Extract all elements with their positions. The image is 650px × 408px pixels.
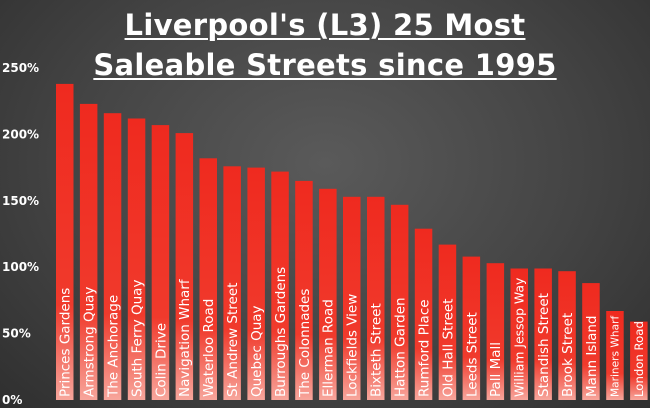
category-label: Standish Street <box>536 293 552 397</box>
bar <box>462 256 481 400</box>
bar <box>510 268 528 400</box>
bar <box>295 180 313 400</box>
bar <box>103 113 122 400</box>
bar <box>486 263 505 400</box>
category-label: Pall Mall <box>488 342 504 397</box>
category-label: Waterloo Road <box>201 299 217 397</box>
category-label: Hatton Garden <box>393 297 409 397</box>
category-label: Mariners Wharf <box>610 316 622 397</box>
bar <box>175 133 194 400</box>
bar <box>414 228 433 400</box>
category-label: Lockfields View <box>345 294 361 397</box>
y-tick-label: 100% <box>2 260 39 274</box>
category-label: Colin Drive <box>153 323 169 397</box>
bar <box>390 204 409 400</box>
bars-group: Princes Gardens Armstrong Quay The Anchora… <box>56 83 648 401</box>
bar <box>271 171 289 400</box>
bar <box>367 196 385 400</box>
chart-title-line-2: Saleable Streets since 1995 <box>93 48 557 82</box>
category-label: Brook Street <box>560 313 576 397</box>
category-label: South Ferry Quay <box>129 280 145 397</box>
bar <box>127 118 146 400</box>
bar <box>630 321 648 400</box>
bar <box>438 244 457 400</box>
category-label: William Jessop Way <box>512 278 527 397</box>
y-tick-label: 250% <box>2 61 39 75</box>
bar <box>343 196 361 400</box>
y-axis: 0% 50% 100% 150% 200% 250% <box>2 61 39 407</box>
bar <box>247 167 265 400</box>
bar <box>558 271 576 400</box>
bar <box>582 283 600 400</box>
category-label: Armstrong Quay <box>82 287 98 397</box>
bar <box>606 311 624 400</box>
category-label: Bixteth Street <box>369 303 385 397</box>
chart-title-line-1: Liverpool's (L3) 25 Most <box>124 8 526 42</box>
category-label: Quebec Quay <box>249 305 265 397</box>
y-tick-label: 150% <box>2 194 39 208</box>
bar <box>56 83 74 401</box>
bar <box>319 188 337 400</box>
bar <box>79 103 98 401</box>
category-label: Rumford Place <box>416 299 432 397</box>
category-label: Ellerman Road <box>321 299 337 397</box>
category-label: St Andrew Street <box>225 283 241 397</box>
category-label: The Anchorage <box>106 295 122 398</box>
y-tick-label: 50% <box>2 327 31 341</box>
y-tick-label: 0% <box>2 393 22 407</box>
bar <box>223 166 241 400</box>
category-label: Burroughs Gardens <box>273 267 289 397</box>
category-label: Leeds Street <box>464 312 480 397</box>
category-label: Old Hall Street <box>440 299 456 397</box>
bar <box>199 158 217 400</box>
category-label: Navigation Wharf <box>177 278 193 397</box>
category-label: The Colonnades <box>297 289 313 398</box>
category-label: London Road <box>632 321 646 397</box>
bar <box>151 125 170 400</box>
category-label: Princes Gardens <box>58 288 74 397</box>
category-label: Mann Island <box>584 316 600 398</box>
y-tick-label: 200% <box>2 127 39 141</box>
bar <box>534 268 552 400</box>
